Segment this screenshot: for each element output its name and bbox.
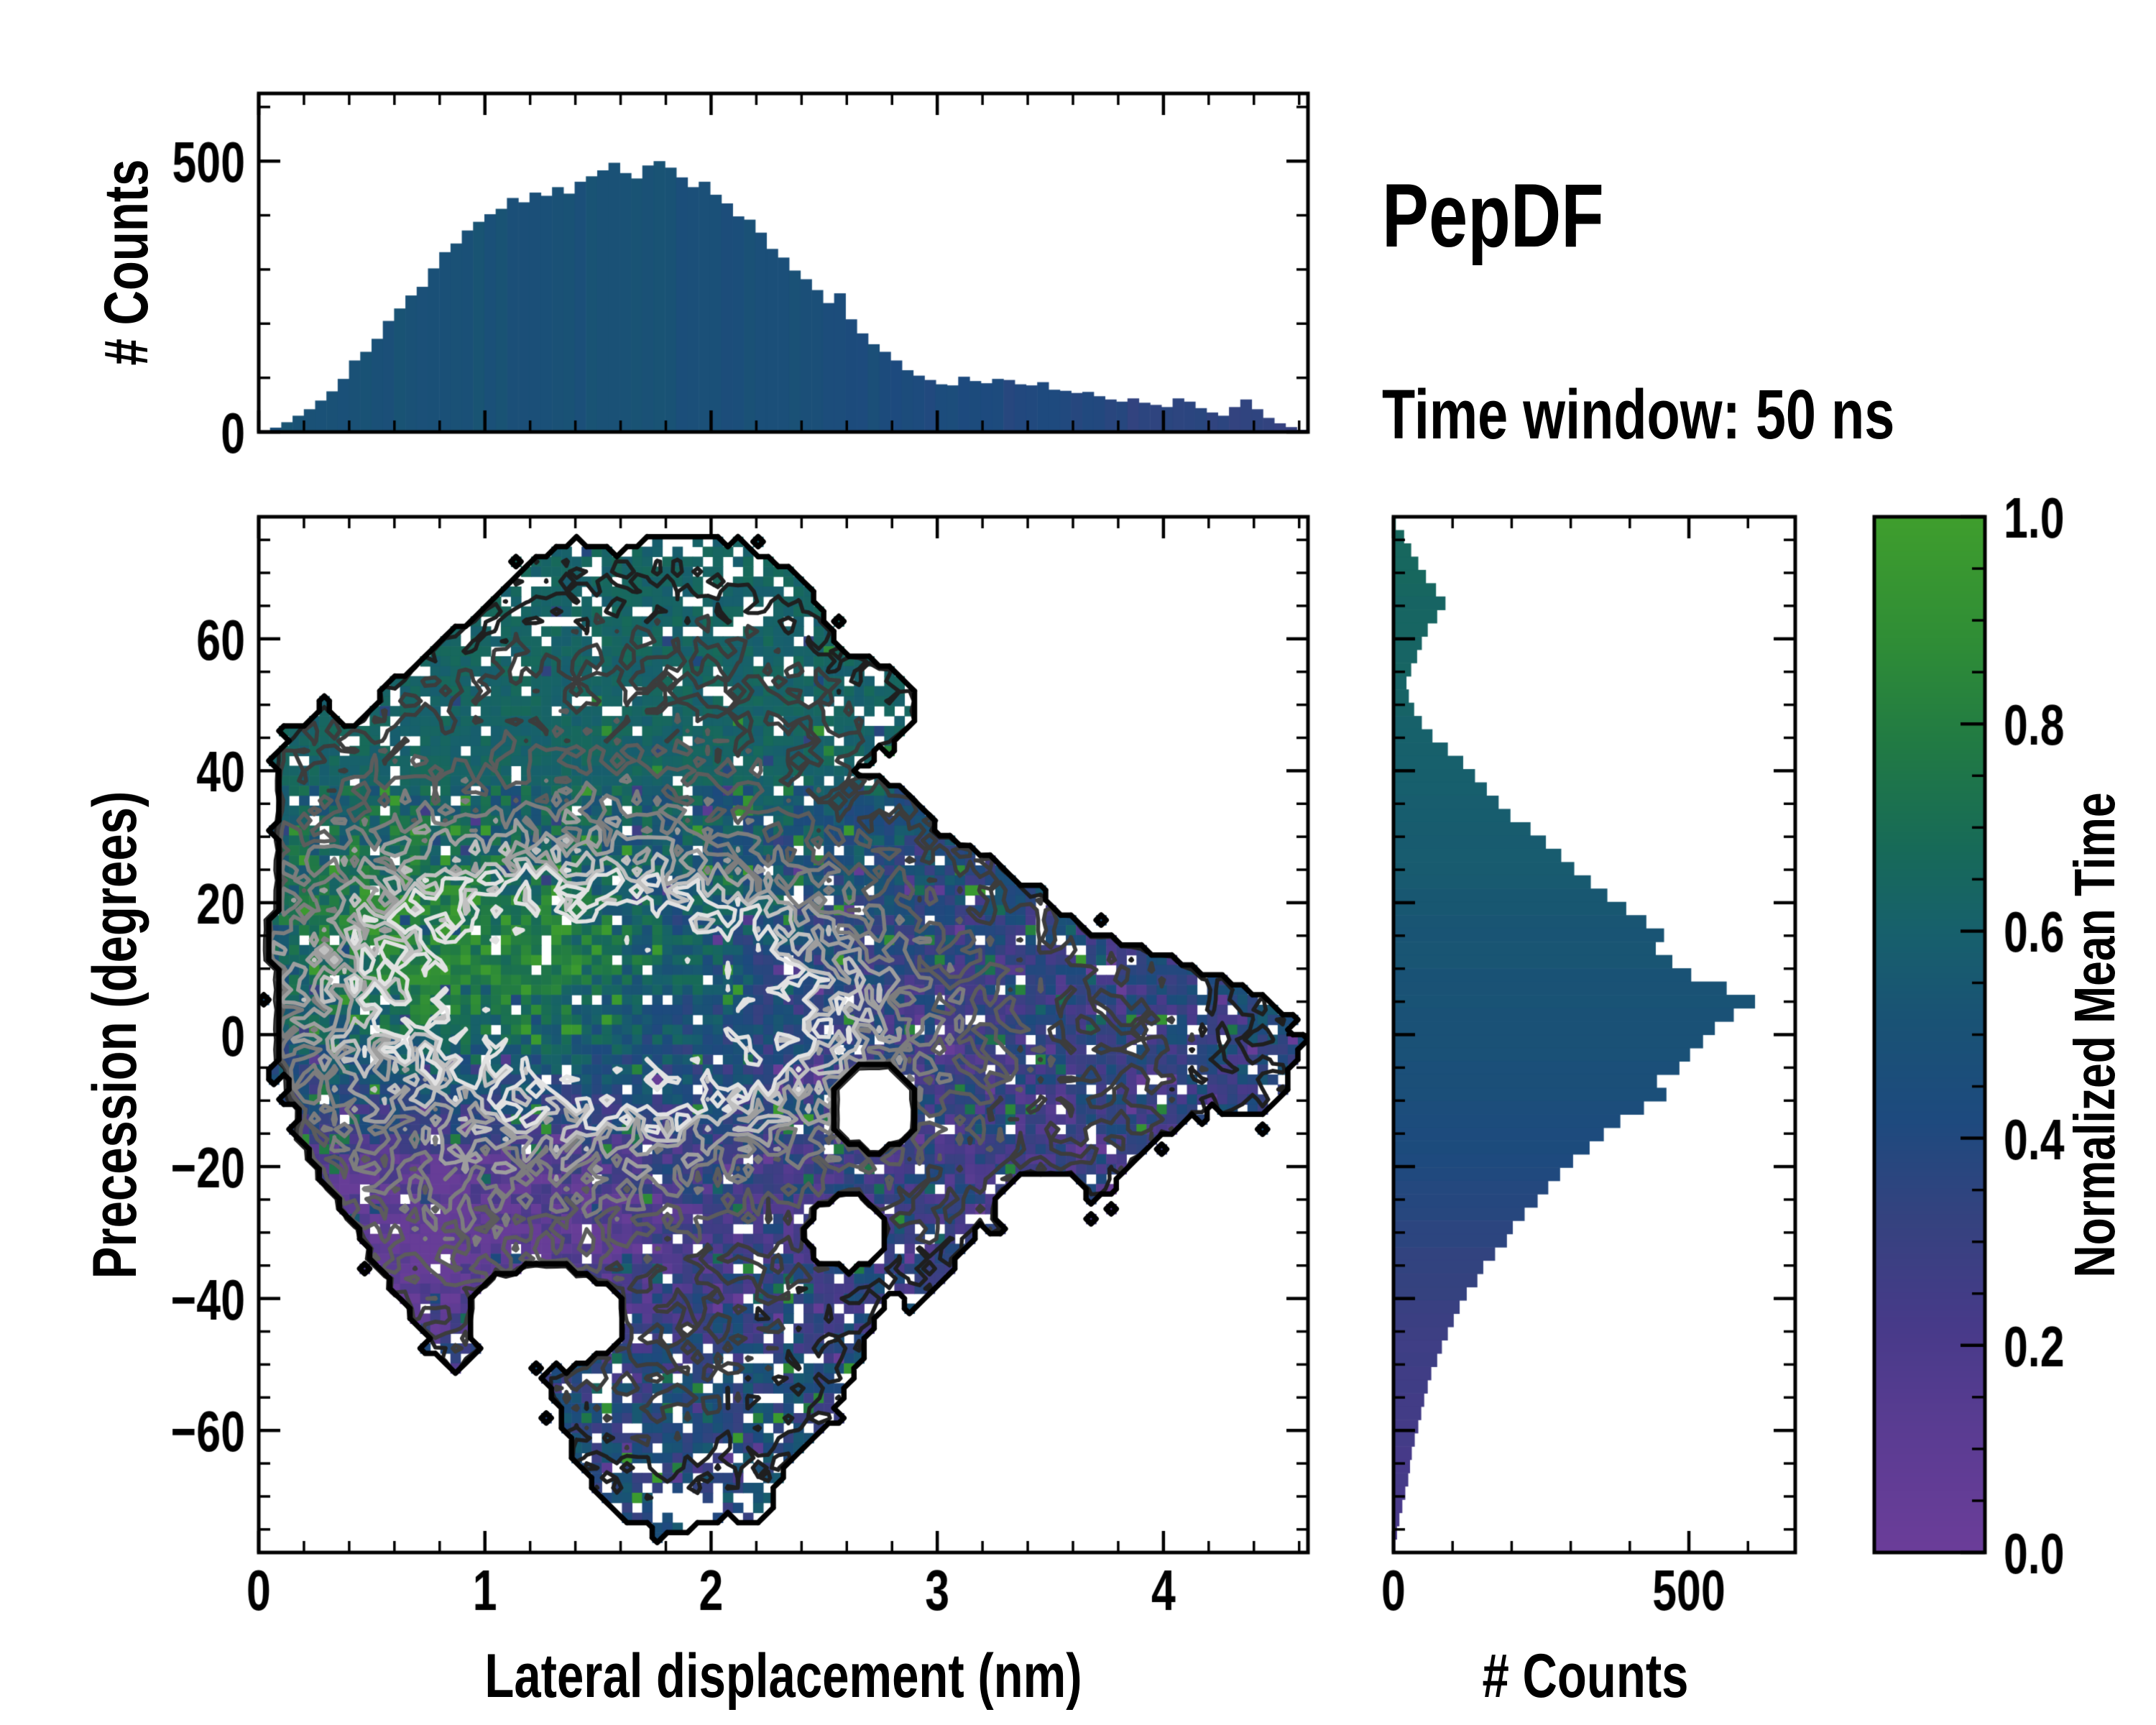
- right-hist-xlabel: # Counts: [1482, 1642, 1689, 1711]
- plot-title: PepDF: [1382, 166, 1604, 266]
- top-hist-ylabel: # Counts: [92, 159, 161, 366]
- colorbar-label: Normalized Mean Time: [2063, 792, 2127, 1278]
- plot-subtitle: Time window: 50 ns: [1382, 375, 1895, 454]
- main-ylabel: Precession (degrees): [80, 791, 149, 1279]
- main-xlabel: Lateral displacement (nm): [484, 1642, 1082, 1711]
